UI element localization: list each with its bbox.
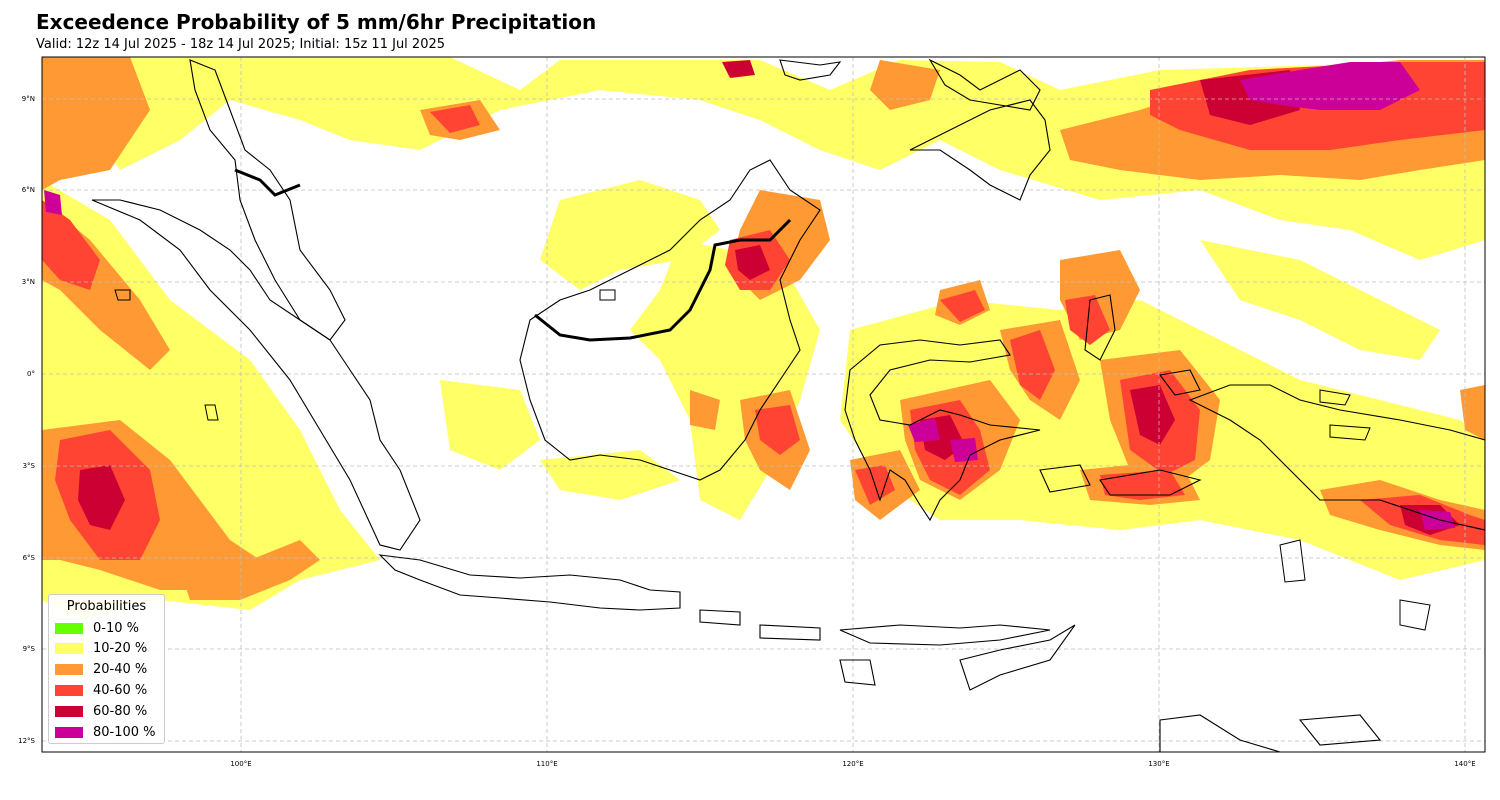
legend-swatch — [55, 622, 83, 634]
sumatra-coast — [91, 199, 421, 551]
probability-fields — [42, 57, 1485, 620]
legend-swatch — [55, 663, 83, 675]
small-islands — [114, 289, 1431, 631]
lat-label-6s: 6°S — [23, 554, 36, 562]
map-graticule — [42, 57, 1485, 752]
papua-coast — [1188, 384, 1485, 531]
borneo-coast — [519, 159, 821, 481]
lat-label-6n: 6°N — [22, 186, 35, 194]
lon-label-110e: 110°E — [536, 760, 557, 768]
legend-label: 10-20 % — [93, 640, 148, 656]
malay-peninsula-coast — [189, 59, 346, 341]
legend-label: 60-80 % — [93, 703, 148, 719]
lat-label-9n: 9°N — [22, 95, 35, 103]
legend-item-60-80: 60-80 % — [55, 702, 147, 720]
probability-legend: Probabilities 0-10 % 10-20 % 20-40 % 40-… — [48, 594, 165, 744]
legend-item-80-100: 80-100 % — [55, 723, 156, 741]
sulawesi-coast — [844, 339, 1041, 522]
coastlines — [91, 58, 1485, 752]
lat-axis-labels: 9°N 6°N 3°N 0° 3°S 6°S 9°S 12°S — [18, 95, 35, 745]
lat-label-9s: 9°S — [23, 645, 36, 653]
legend-swatch — [55, 642, 83, 654]
legend-title: Probabilities — [66, 599, 147, 614]
lon-label-130e: 130°E — [1148, 760, 1169, 768]
lon-label-120e: 120°E — [842, 760, 863, 768]
legend-label: 40-60 % — [93, 682, 148, 698]
legend-swatch — [55, 726, 83, 738]
lon-axis-labels: 100°E 110°E 120°E 130°E 140°E — [230, 760, 1475, 768]
lat-label-12s: 12°S — [18, 737, 35, 745]
legend-label: 80-100 % — [93, 724, 156, 740]
legend-item-20-40: 20-40 % — [55, 660, 147, 678]
legend-swatch — [55, 705, 83, 717]
legend-item-10-20: 10-20 % — [55, 639, 147, 657]
borneo-border — [534, 218, 792, 342]
legend-label: 0-10 % — [93, 620, 139, 636]
lat-label-3s: 3°S — [23, 462, 36, 470]
lat-label-0: 0° — [27, 370, 35, 378]
legend-swatch — [55, 684, 83, 696]
map-frame — [41, 56, 1486, 753]
map-title: Exceedence Probability of 5 mm/6hr Preci… — [36, 10, 597, 34]
legend-item-0-10: 0-10 % — [55, 619, 139, 637]
lat-label-3n: 3°N — [22, 278, 35, 286]
lon-label-100e: 100°E — [230, 760, 251, 768]
legend-label: 20-40 % — [93, 661, 148, 677]
java-coast — [378, 554, 681, 611]
legend-item-40-60: 40-60 % — [55, 681, 147, 699]
lon-label-140e: 140°E — [1454, 760, 1475, 768]
map-subtitle: Valid: 12z 14 Jul 2025 - 18z 14 Jul 2025… — [36, 37, 446, 52]
